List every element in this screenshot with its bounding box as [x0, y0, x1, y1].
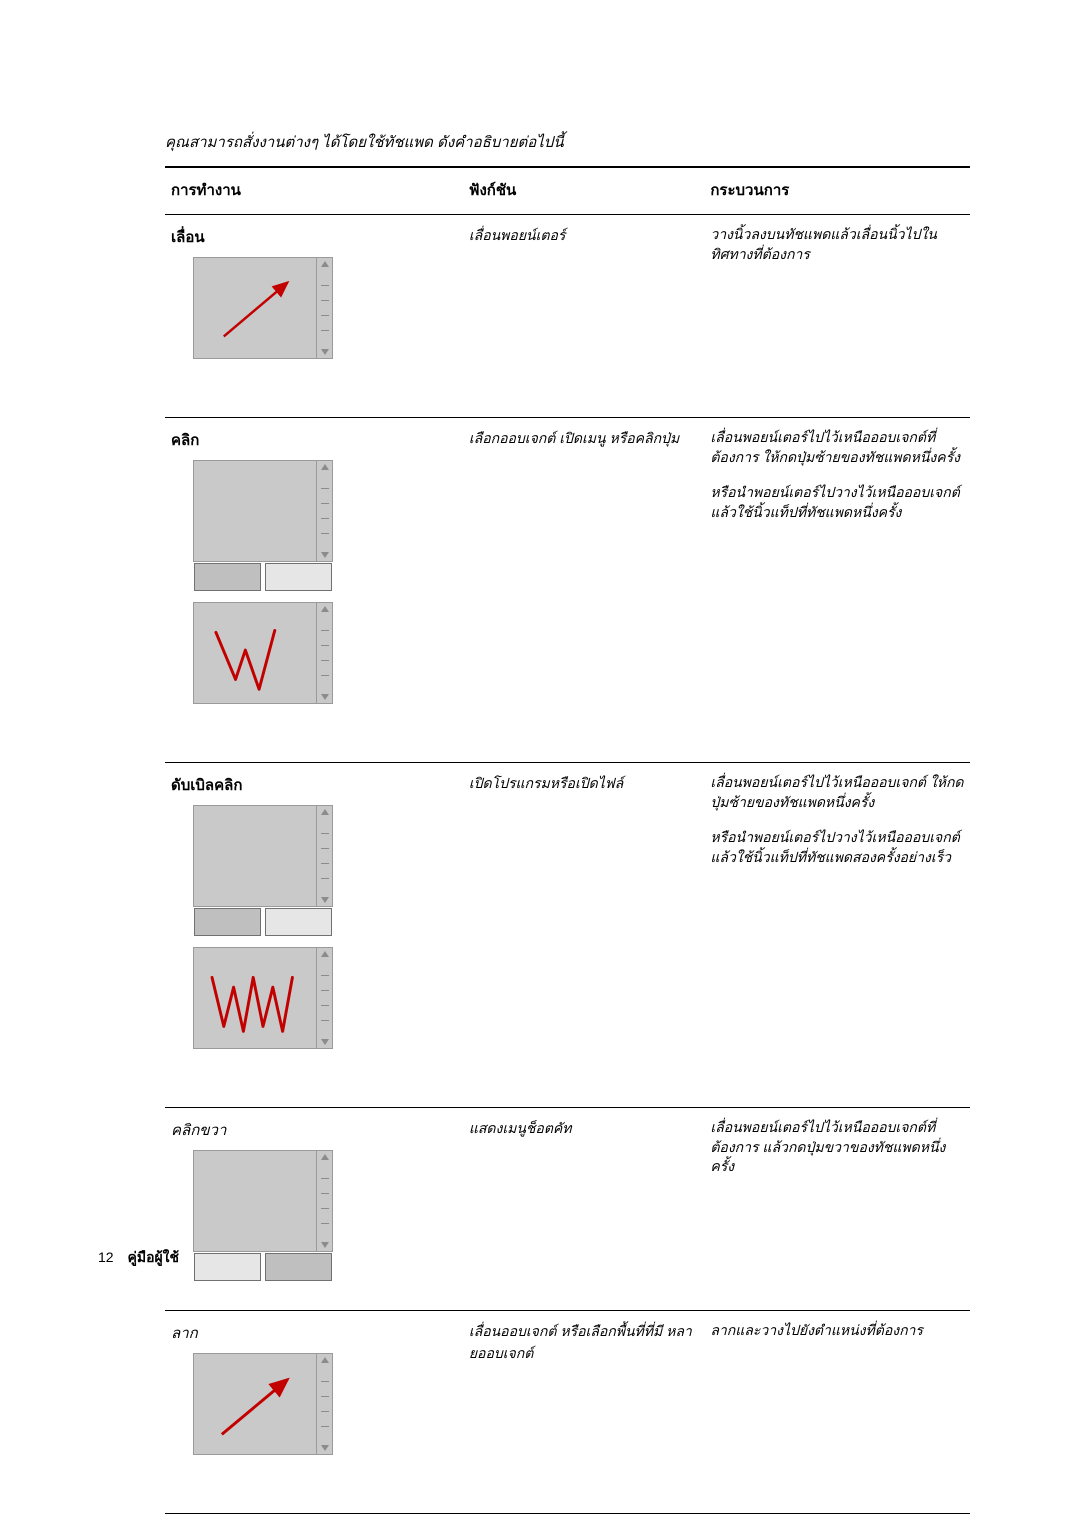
page-footer: 12 คู่มือผู้ใช้ [98, 1247, 179, 1269]
touchpad-illustration-click-button [193, 460, 333, 562]
row-move: เลื่อน เลื [165, 215, 970, 418]
proc-cell: วางนิ้วลงบนทัชแพดแล้วเลื่อนนิ้วไปใน ทิศท… [704, 215, 970, 418]
touchpad-illustration-dblclick-button [193, 805, 333, 907]
task-label: ลาก [171, 1321, 457, 1345]
table-header-row: การทำงาน ฟังก์ชัน กระบวนการ [165, 167, 970, 215]
row-drag: ลาก เลื่อน [165, 1311, 970, 1514]
header-task: การทำงาน [165, 167, 463, 215]
proc-cell: ลากและวางไปยังตำแหน่งที่ต้องการ [704, 1311, 970, 1514]
touchpad-illustration-drag [193, 1353, 333, 1455]
func-cell: เลือกออบเจกต์ เปิดเมนู หรือคลิกปุ่ม [463, 418, 705, 763]
touchpad-illustration-dblclick-tap [193, 947, 333, 1049]
task-label: คลิก [171, 428, 457, 452]
func-cell: เลื่อนพอยน์เตอร์ [463, 215, 705, 418]
intro-text: คุณสามารถสั่งงานต่างๆ ได้โดยใช้ทัชแพด ดั… [165, 130, 970, 154]
row-click: คลิก เลือกออบเจกต์ เปิดเมนู [165, 418, 970, 763]
page-number: 12 [98, 1249, 114, 1265]
task-label: คลิกขวา [171, 1118, 457, 1142]
task-label: เลื่อน [171, 225, 457, 249]
row-double-click: ดับเบิลคลิก เปิดโปรแกรมหรือ [165, 763, 970, 1108]
proc-cell: เลื่อนพอยน์เตอร์ไปไว้เหนือออบเจกต์ที่ ต้… [704, 418, 970, 763]
func-cell: เลื่อนออบเจกต์ หรือเลือกพื้นที่ที่มี หลา… [463, 1311, 705, 1514]
touchpad-actions-table: การทำงาน ฟังก์ชัน กระบวนการ เลื่อน [165, 166, 970, 1514]
header-function: ฟังก์ชัน [463, 167, 705, 215]
proc-cell: เลื่อนพอยน์เตอร์ไปไว้เหนือออบเจกต์ที่ ต้… [704, 1108, 970, 1311]
func-cell: เปิดโปรแกรมหรือเปิดไฟล์ [463, 763, 705, 1108]
row-right-click: คลิกขวา แสดงเมนูช็อตคัท เลื่อนพอยน์เตอร์… [165, 1108, 970, 1311]
task-label: ดับเบิลคลิก [171, 773, 457, 797]
proc-cell: เลื่อนพอยน์เตอร์ไปไว้เหนือออบเจกต์ ให้กด… [704, 763, 970, 1108]
touchpad-illustration-move [193, 257, 333, 359]
touchpad-illustration-right-click [193, 1150, 333, 1252]
doc-title: คู่มือผู้ใช้ [127, 1249, 179, 1265]
func-cell: แสดงเมนูช็อตคัท [463, 1108, 705, 1311]
header-process: กระบวนการ [704, 167, 970, 215]
touchpad-illustration-click-tap [193, 602, 333, 704]
